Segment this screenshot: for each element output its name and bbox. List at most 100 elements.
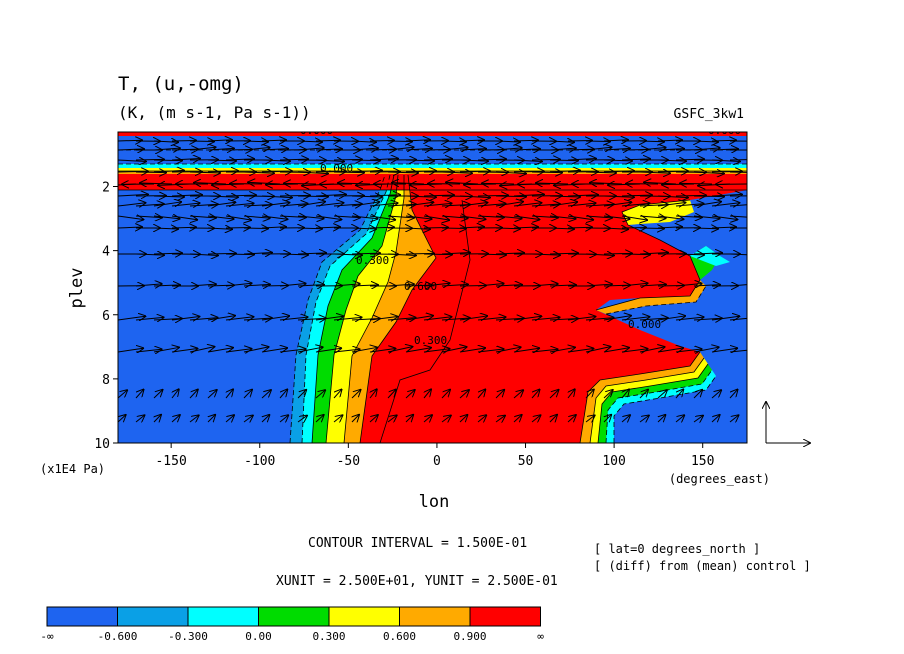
wind-vector-arrow [531, 317, 560, 320]
wind-vector-arrow [118, 160, 146, 161]
wind-vector-arrow [333, 415, 342, 422]
wind-vector-arrow [171, 159, 200, 160]
wind-vector-arrow [513, 415, 522, 422]
wind-vector-arrow [351, 319, 380, 320]
wind-vector-arrow [226, 389, 233, 399]
x-tick-label: -100 [244, 454, 275, 469]
colorbar-swatch [187, 606, 259, 627]
wind-vector-arrow [261, 160, 290, 161]
wind-vector-arrow [644, 182, 677, 184]
y-tick-label: 4 [102, 245, 110, 260]
wind-vector-arrow [603, 348, 629, 352]
wind-vector-arrow [477, 204, 506, 206]
wind-vector-arrow [153, 253, 182, 254]
wind-vector-arrow [603, 148, 630, 150]
wind-vector-arrow [243, 228, 268, 229]
wind-vector-arrow [315, 194, 346, 196]
wind-vector-arrow [603, 196, 634, 197]
wind-vector-arrow [639, 253, 668, 254]
contour-label: 0.600 [404, 280, 437, 293]
wind-vector-arrow [621, 283, 648, 286]
wind-vector-arrow [729, 390, 738, 399]
wind-vector-arrow [351, 216, 378, 219]
wind-vector-arrow [369, 227, 394, 228]
run-label: GSFC_3kw1 [674, 107, 744, 122]
wind-vector-arrow [657, 316, 685, 320]
wind-vector-arrow [279, 389, 287, 399]
wind-vector-arrow [135, 254, 164, 255]
wind-vector-arrow [657, 160, 686, 161]
wind-vector-arrow [536, 183, 569, 184]
wind-vector-arrow [297, 148, 324, 150]
wind-vector-arrow [693, 347, 719, 353]
wind-vector-arrow [243, 318, 272, 320]
plot-frame [117, 131, 748, 444]
wind-vector-arrow [315, 227, 340, 228]
wind-vector-arrow [693, 318, 722, 320]
wind-vector-arrow [603, 253, 632, 254]
wind-vector-arrow [585, 204, 614, 206]
wind-vector-arrow [748, 202, 775, 206]
wind-vector-arrow [711, 171, 742, 172]
wind-vector-arrow [513, 216, 539, 220]
wind-vector-arrow [315, 149, 342, 150]
wind-vector-arrow [549, 390, 558, 399]
wind-vector-arrow [225, 216, 251, 220]
x-tick-label: 150 [691, 454, 714, 469]
colorbar-swatch [117, 606, 189, 627]
wind-vector-arrow [423, 195, 454, 196]
wind-vector-arrow [153, 319, 182, 320]
wind-vector-arrow [189, 390, 198, 399]
wind-vector-arrow [482, 183, 515, 184]
colorbar: -∞ -0.600 -0.300 0.00 0.300 0.600 0.900 ∞ [40, 606, 544, 643]
wind-vector-arrow [477, 216, 504, 217]
wind-vector-arrow [748, 347, 773, 352]
wind-vector-arrow [315, 348, 341, 352]
wind-vector-arrow [297, 390, 306, 399]
wind-vector-arrow [441, 284, 468, 286]
wind-vector-arrow [603, 160, 632, 161]
chart-units: (K, (m s-1, Pa s-1)) [118, 103, 311, 122]
wind-vector-arrow [748, 141, 772, 142]
wind-vector-arrow [531, 254, 560, 255]
wind-vector-arrow [513, 316, 541, 320]
wind-vectors [118, 140, 775, 422]
wind-vector-arrow [207, 216, 234, 219]
wind-vector-arrow [657, 348, 683, 352]
wind-vector-arrow [351, 285, 378, 286]
wind-vector-arrow [549, 253, 578, 254]
wind-vector-arrow [441, 318, 470, 320]
wind-vector-arrow [639, 172, 670, 173]
wind-vector-arrow [153, 196, 184, 197]
x-axis-label: lon [419, 492, 450, 512]
wind-vector-arrow [729, 204, 747, 207]
wind-vector-arrow [423, 415, 432, 422]
wind-vector-arrow [460, 415, 467, 422]
colorbar-swatch [258, 606, 330, 627]
wind-vector-arrow [675, 317, 704, 320]
wind-vector-arrow [603, 216, 630, 219]
wind-vector-arrow [549, 170, 580, 172]
wind-vector-arrow [441, 390, 450, 399]
wind-vector-arrow [369, 415, 378, 422]
wind-vector-arrow [405, 316, 433, 320]
wind-vector-arrow [351, 196, 382, 197]
wind-vector-arrow [333, 317, 362, 320]
wind-vector-arrow [549, 319, 578, 320]
x-axis: -150 -100 -50 0 50 100 150 [155, 443, 714, 469]
wind-vector-arrow [675, 204, 704, 206]
wind-vector-arrow [639, 141, 664, 142]
wind-vector-arrow [657, 196, 688, 198]
wind-vector-arrow [135, 390, 144, 399]
wind-vector-arrow [297, 172, 328, 174]
wind-vector-arrow [153, 202, 181, 206]
wind-vector-arrow [405, 196, 436, 197]
wind-vector-arrow [135, 159, 164, 160]
wind-vector-arrow [657, 171, 688, 172]
wind-vector-arrow [423, 317, 451, 320]
wind-vector-arrow [639, 228, 664, 229]
wind-vector-arrow [243, 205, 272, 206]
wind-vector-arrow [729, 159, 747, 161]
wind-vector-arrow [135, 172, 166, 173]
